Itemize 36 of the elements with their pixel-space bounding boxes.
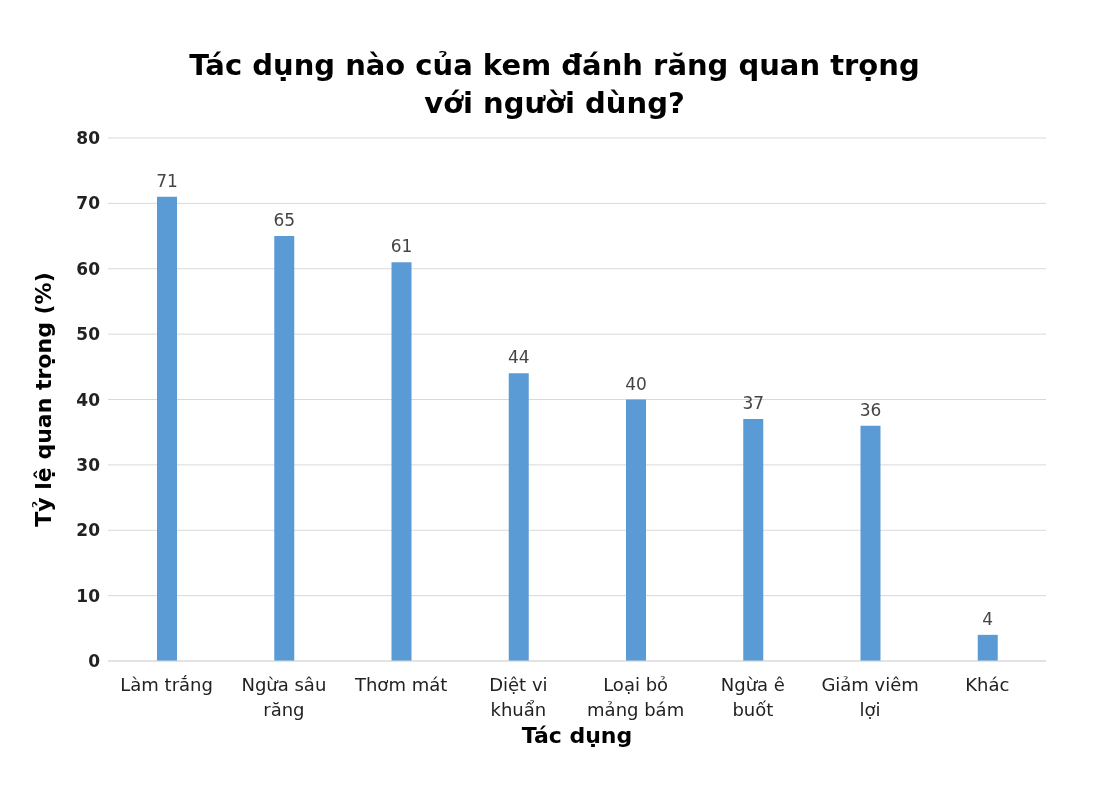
- data-label: 36: [859, 399, 882, 420]
- bar: [860, 425, 881, 661]
- data-label: 61: [390, 236, 413, 257]
- data-label: 37: [742, 393, 765, 414]
- x-tick-label: Khác: [965, 674, 1010, 695]
- y-tick-label: 80: [76, 128, 101, 149]
- y-axis-title: Tỷ lệ quan trọng (%): [30, 272, 56, 527]
- y-tick-label: 50: [76, 324, 101, 345]
- bar: [626, 399, 646, 661]
- y-tick-label: 70: [76, 193, 101, 214]
- y-tick-label: 60: [76, 258, 101, 279]
- data-label: 65: [273, 210, 296, 231]
- x-tick-label: Thơm mát: [353, 674, 448, 695]
- bar: [391, 262, 412, 661]
- data-label: 71: [156, 170, 178, 191]
- bar: [157, 196, 177, 661]
- data-label: 40: [625, 373, 647, 394]
- y-tick-label: 30: [76, 454, 101, 475]
- bar: [977, 634, 998, 661]
- data-label: 4: [982, 608, 994, 629]
- x-tick-label: Làm trắng: [120, 674, 213, 695]
- x-tick-label: Ngừa sâu răng: [241, 674, 327, 720]
- y-tick-label: 10: [76, 585, 101, 606]
- bar: [508, 373, 529, 661]
- y-tick-label: 0: [88, 651, 101, 672]
- x-tick-label: Loại bỏ mảng bám: [587, 674, 685, 720]
- chart-title: Tác dụng nào của kem đánh răng quan trọng với người dùng?: [188, 47, 921, 122]
- data-label: 44: [507, 347, 530, 368]
- bar: [743, 419, 764, 661]
- x-axis-title: Tác dụng: [521, 723, 633, 748]
- y-tick-label: 20: [76, 520, 101, 541]
- x-tick-label: Diệt vi khuẩn: [489, 674, 548, 720]
- bar: [274, 236, 295, 661]
- x-tick-label: Ngừa ê buốt: [720, 674, 785, 720]
- y-tick-label: 40: [76, 389, 101, 410]
- x-tick-label: Giảm viêm lợi: [821, 674, 919, 720]
